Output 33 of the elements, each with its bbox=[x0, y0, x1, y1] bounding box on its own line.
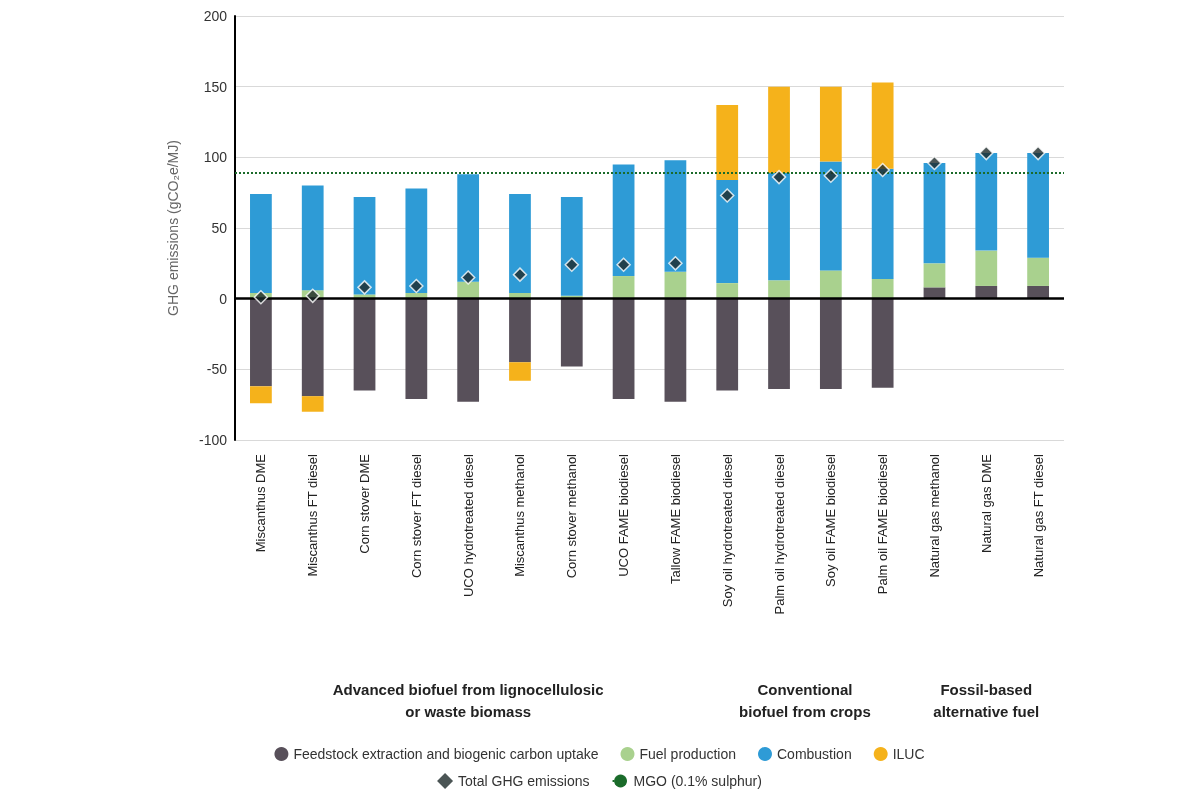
x-tick-label: Corn stover FT diesel bbox=[408, 453, 424, 579]
legend-label: Fuel production bbox=[639, 746, 736, 762]
legend-label: MGO (0.1% sulphur) bbox=[633, 773, 762, 789]
x-tick-label: Tallow FAME biodiesel bbox=[667, 453, 683, 585]
y-tick-label: 200 bbox=[203, 8, 228, 24]
x-tick-label: Corn stover methanol bbox=[564, 453, 580, 579]
y-axis-title: GHG emissions (gCO₂e/MJ) bbox=[165, 140, 181, 316]
x-tick-label: Soy oil FAME biodiesel bbox=[823, 453, 839, 587]
x-tick-label: UCO FAME biodiesel bbox=[616, 453, 632, 577]
x-tick-label: Soy oil hydrotreated diesel bbox=[719, 453, 735, 608]
legend-label: ILUC bbox=[892, 746, 925, 762]
legend-label: Feedstock extraction and biogenic carbon uptake bbox=[293, 746, 599, 762]
x-tick-label: Miscanthus methanol bbox=[512, 453, 528, 577]
x-tick-label: Palm oil hydrotreated diesel bbox=[771, 453, 787, 615]
x-tick-label: Natural gas FT diesel bbox=[1030, 453, 1046, 578]
x-tick-label: Natural gas DME bbox=[978, 453, 994, 553]
x-tick-label: UCO hydrotreated diesel bbox=[460, 453, 476, 598]
x-tick-label: Miscanthus FT diesel bbox=[305, 453, 321, 577]
y-tick-label: 0 bbox=[219, 290, 228, 307]
legend-label: Total GHG emissions bbox=[458, 773, 590, 789]
x-tick-label: Miscanthus DME bbox=[253, 453, 269, 553]
text: Fossil-based alternative fuel bbox=[933, 680, 1040, 720]
text: Advanced biofuel from lignocellulosic or waste biomass bbox=[332, 680, 604, 720]
x-tick-label: Corn stover DME bbox=[357, 453, 373, 554]
y-tick-label: 150 bbox=[203, 78, 228, 95]
text: Conventional biofuel from crops bbox=[739, 680, 871, 720]
y-tick-label: -50 bbox=[206, 361, 228, 378]
x-tick-label: Natural gas methanol bbox=[926, 453, 942, 578]
y-tick-label: 100 bbox=[203, 149, 228, 166]
x-tick-label: Palm oil FAME biodiesel bbox=[875, 453, 891, 595]
y-tick-label: 50 bbox=[211, 220, 228, 236]
legend-label: Combustion bbox=[776, 746, 852, 762]
y-tick-label: -100 bbox=[198, 432, 228, 448]
